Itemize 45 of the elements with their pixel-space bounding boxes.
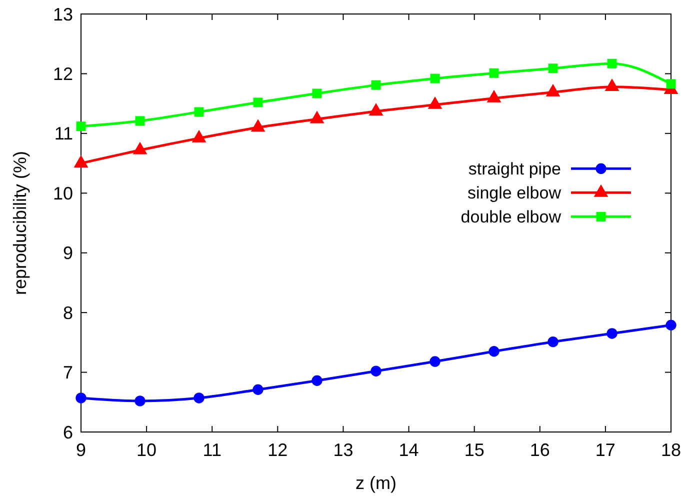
point [194,107,204,117]
point [430,74,440,84]
point [489,68,499,78]
point [666,320,676,330]
x-tick-label: 18 [660,440,681,460]
y-tick-label: 9 [62,243,73,264]
point [135,116,145,126]
point [253,98,263,108]
y-tick-label: 11 [54,124,73,144]
point [134,396,146,406]
point [606,328,618,339]
y-tick-label: 6 [62,422,73,442]
x-tick-label: 14 [398,440,419,460]
x-tick-label: 15 [464,440,484,460]
point [548,64,558,74]
point [312,88,322,98]
point [666,79,676,89]
point [252,384,264,395]
point [76,122,86,132]
y-axis-title: reproducibility (%) [10,150,30,296]
point [430,356,440,367]
y-tick-label: 12 [52,64,73,84]
point [194,392,204,404]
point [607,58,617,68]
y-tick-label: 13 [52,4,73,24]
y-tick-label: 8 [62,302,73,323]
point [371,80,381,90]
point [548,336,558,348]
x-tick-label: 10 [136,440,157,460]
point [76,392,86,404]
x-tick-label: 16 [530,440,550,460]
y-tick-label: 10 [52,183,73,204]
x-axis-title: z (m) [356,473,396,493]
point [488,346,500,357]
point [370,366,382,376]
x-tick-label: 11 [202,440,222,460]
x-tick-label: 9 [76,440,86,460]
point [312,375,322,386]
legend-label: double elbow [460,208,562,227]
y-tick-label: 7 [62,362,73,383]
legend-label: single elbow [467,184,562,203]
x-tick-label: 13 [333,440,354,460]
x-tick-label: 17 [595,440,616,460]
x-tick-label: 12 [268,440,288,460]
legend-label: straight pipe [468,160,561,179]
